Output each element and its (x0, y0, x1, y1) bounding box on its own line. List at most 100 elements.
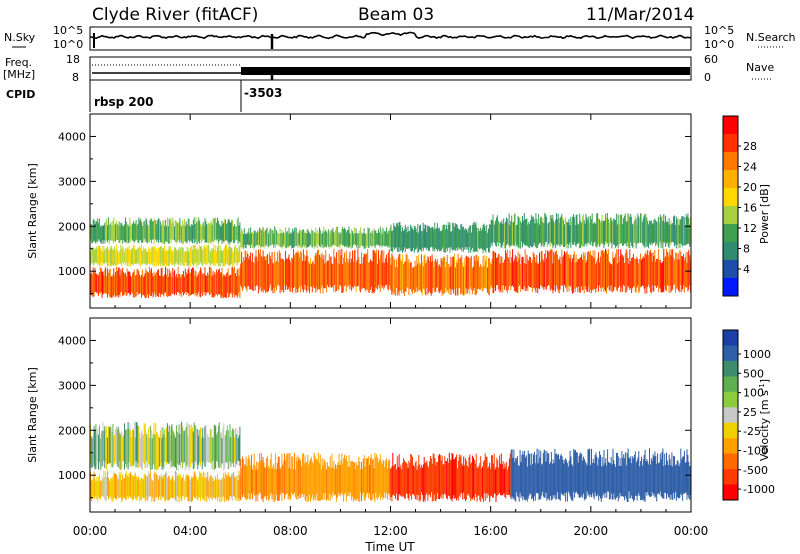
heatmap-cell (289, 259, 291, 292)
heatmap-cell (341, 453, 343, 493)
heatmap-cell (326, 262, 328, 293)
heatmap-cell (590, 219, 592, 242)
heatmap-cell (459, 230, 461, 249)
heatmap-cell (132, 430, 134, 466)
heatmap-cell (679, 219, 681, 248)
heatmap-cell (275, 228, 277, 248)
heatmap-cell (359, 230, 361, 249)
heatmap-cell (220, 226, 222, 241)
heatmap-cell (296, 252, 298, 293)
heatmap-cell (242, 459, 244, 495)
heatmap-cell (174, 434, 176, 468)
heatmap-cell (139, 481, 141, 502)
heatmap-cell (361, 462, 362, 502)
colorbar-label: -1000 (743, 483, 775, 496)
heatmap-cell (532, 463, 534, 499)
heatmap-cell (212, 271, 214, 298)
heatmap-cell (305, 462, 307, 502)
heatmap-cell (188, 248, 190, 267)
heatmap-cell (148, 247, 150, 264)
heatmap-cell (178, 247, 180, 266)
heatmap-cell (457, 228, 459, 248)
heatmap-cell (414, 260, 416, 292)
heatmap-cell (346, 258, 348, 287)
heatmap-cell (149, 425, 151, 471)
colorbar-segment (723, 188, 738, 207)
heatmap-cell (610, 456, 612, 494)
heatmap-cell (154, 246, 156, 267)
heatmap-cell (523, 213, 525, 246)
heatmap-cell (115, 272, 116, 297)
heatmap-cell (328, 466, 330, 494)
heatmap-cell (464, 264, 466, 295)
heatmap-cell (441, 455, 443, 494)
heatmap-cell (650, 220, 652, 243)
heatmap-cell (531, 216, 533, 248)
heatmap-cell (291, 257, 293, 288)
heatmap-cell (215, 217, 217, 241)
heatmap-cell (287, 233, 289, 248)
heatmap-cell (402, 462, 404, 496)
heatmap-cell (167, 276, 169, 296)
heatmap-cell (293, 248, 294, 288)
heatmap-cell (96, 274, 98, 293)
heatmap-cell (104, 269, 106, 294)
heatmap-cell (510, 262, 512, 291)
heatmap-cell (544, 253, 546, 287)
nsky-label: N.Sky (4, 31, 36, 44)
heatmap-cell (615, 249, 617, 290)
nsky-panel (89, 26, 692, 51)
heatmap-cell (513, 259, 515, 291)
colorbar-label: 12 (743, 222, 757, 235)
heatmap-cell (322, 259, 324, 294)
heatmap-cell (321, 458, 323, 500)
heatmap-cell (203, 226, 205, 240)
heatmap-cell (497, 221, 499, 247)
heatmap-cell (460, 454, 462, 494)
heatmap-cell (153, 473, 155, 503)
heatmap-cell (137, 425, 139, 464)
heatmap-cell (336, 263, 338, 289)
heatmap-cell (90, 436, 92, 468)
x-tick-label: 12:00 (373, 524, 408, 538)
heatmap-cell (550, 462, 551, 497)
heatmap-cell (309, 232, 311, 246)
heatmap-cell (634, 451, 636, 496)
heatmap-cell (660, 217, 662, 248)
heatmap-cell (542, 218, 544, 244)
heatmap-cell (240, 232, 242, 247)
heatmap-cell (215, 426, 217, 468)
colorbar-segment (723, 278, 738, 297)
heatmap-cell (194, 425, 196, 462)
heatmap-cell (119, 225, 121, 244)
heatmap-cell (616, 224, 618, 246)
heatmap-cell (539, 252, 540, 289)
heatmap-cell (445, 461, 447, 495)
heatmap-cell (202, 471, 204, 499)
heatmap-cell (474, 463, 476, 494)
heatmap-cell (292, 456, 294, 495)
heatmap-cell (542, 453, 544, 497)
heatmap-cell (115, 251, 116, 266)
heatmap-cell (146, 251, 148, 266)
heatmap-cell (533, 454, 534, 502)
heatmap-cell (223, 249, 225, 267)
heatmap-cell (348, 259, 350, 285)
heatmap-cell (250, 465, 252, 500)
heatmap-cell (516, 458, 518, 493)
heatmap-cell (197, 274, 199, 295)
heatmap-cell (411, 454, 413, 500)
heatmap-cell (597, 258, 599, 286)
heatmap-cell (198, 477, 200, 498)
heatmap-cell (562, 217, 564, 245)
heatmap-cell (343, 458, 345, 502)
heatmap-cell (92, 218, 94, 242)
heatmap-cell (672, 466, 674, 500)
freq-panel (89, 56, 692, 81)
heatmap-cell (180, 423, 182, 469)
heatmap-cell (466, 465, 468, 496)
heatmap-cell (134, 437, 136, 468)
heatmap-cell (173, 251, 175, 265)
heatmap-cell (513, 222, 514, 245)
